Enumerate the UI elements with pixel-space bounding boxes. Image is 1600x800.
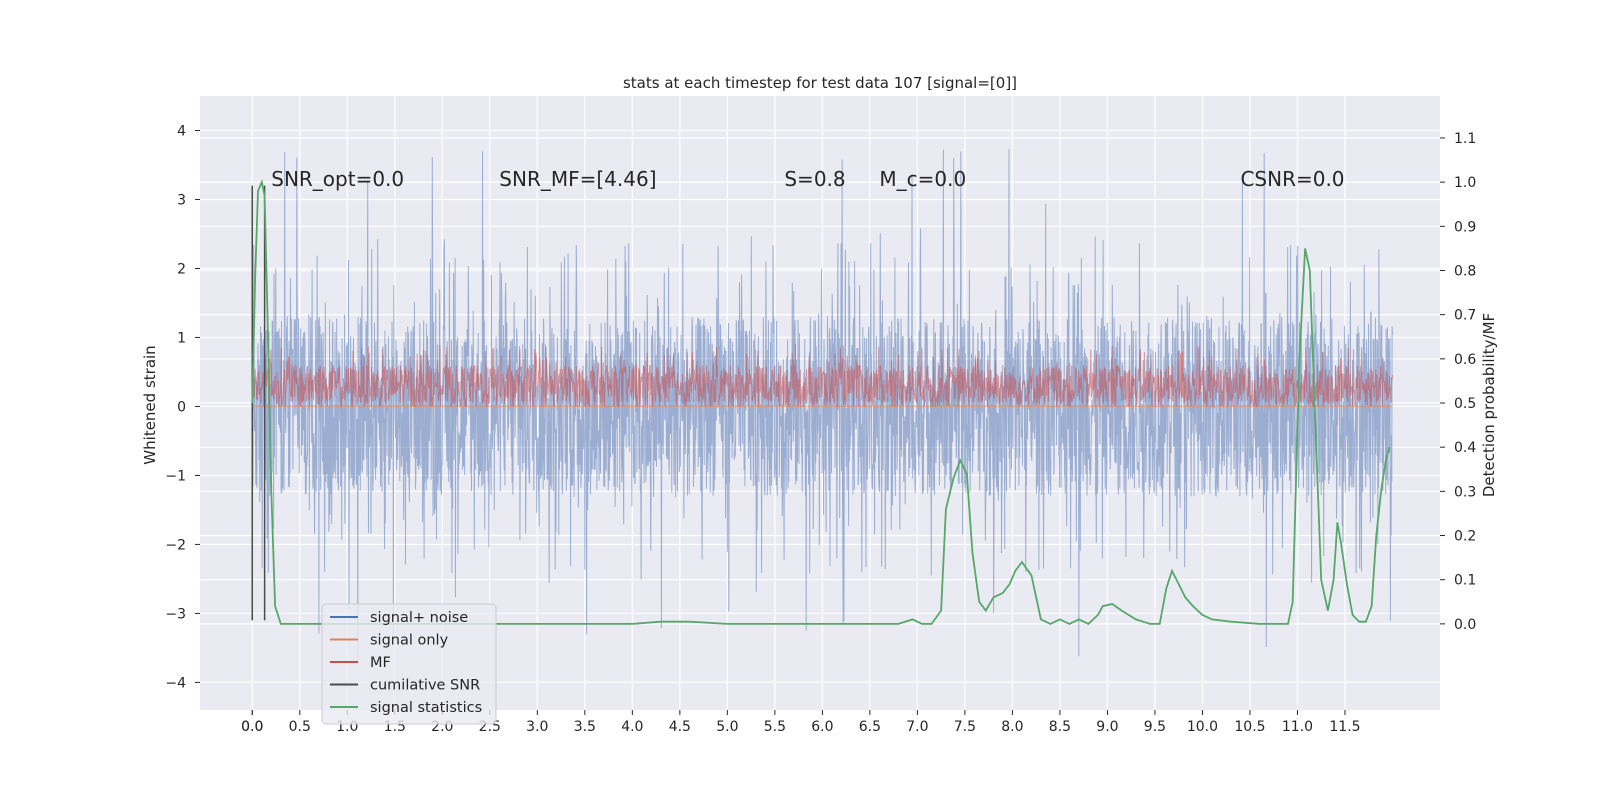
annotation: CSNR=0.0 [1240,167,1344,191]
y2-tick-label: 0.2 [1454,529,1476,545]
x-tick-label: 7.0 [906,719,928,735]
y2-tick-label: 0.8 [1454,263,1476,279]
y-tick-label: 2 [177,261,186,277]
annotations: SNR_opt=0.0 SNR_MF=[4.46] S=0.8 M_c=0.0 CSNR… [271,167,1344,191]
y-tick-label: 1 [177,330,186,346]
legend-label: cumilative SNR [370,678,480,694]
x-tick-label: 3.0 [526,719,548,735]
x-tick-label: 7.5 [954,719,976,735]
legend-label: MF [370,655,391,671]
x-tick-label: 3.5 [574,719,596,735]
x-tick-label: 9.5 [1144,719,1166,735]
y-tick-label: 0 [177,399,186,415]
x-tick-label: 0.5 [289,719,311,735]
y-tick-label: −1 [165,468,186,484]
y2-tick-label: 1.0 [1454,175,1476,191]
series-mf [251,343,1393,409]
x-tick-label: 0.0 [241,719,263,735]
y2-tick-label: 0.0 [1454,617,1476,633]
y-tick-label: −4 [165,675,186,691]
y2-tick-label: 0.1 [1454,573,1476,589]
x-tick-label: 8.5 [1049,719,1071,735]
chart-title: stats at each timestep for test data 107… [623,74,1017,92]
x-tick-label: 5.5 [764,719,786,735]
x-tick-label: 5.0 [716,719,738,735]
y-tick-label: −3 [165,606,186,622]
y2-tick-label: 0.3 [1454,484,1476,500]
x-tick-label: 9.0 [1096,719,1118,735]
y2-tick-label: 0.5 [1454,396,1476,412]
y-tick-label: 3 [177,192,186,208]
legend-box [321,603,497,725]
series-signal-noise [251,149,1393,665]
annotation: SNR_opt=0.0 [271,167,404,191]
x-tick-label: 0.0 [241,719,263,735]
x-tick-label: 10.5 [1234,719,1265,735]
legend-label: signal+ noise [370,610,468,626]
annotation: S=0.8 [784,167,845,191]
y2-tick-label: 0.9 [1454,219,1476,235]
series-signal-statistics [251,179,1391,625]
legend-label: signal statistics [370,700,482,716]
x-tick-label: 6.5 [859,719,881,735]
x-tick-label: 4.0 [621,719,643,735]
y2-tick-label: 1.1 [1454,131,1476,147]
y2-tick-label: 0.6 [1454,352,1476,368]
x-tick-label: 11.0 [1282,719,1313,735]
series-layer [251,149,1393,665]
annotation: SNR_MF=[4.46] [499,167,656,191]
x-tick-label: 6.0 [811,719,833,735]
y-axis-label: Whitened strain [141,345,159,464]
y2-tick-label: 0.7 [1454,308,1476,324]
y2-tick-label: 0.4 [1454,440,1476,456]
legend: signal+ noise signal only MF cumilative SNR… [321,603,497,725]
legend-label: signal only [370,633,449,649]
x-tick-label: 8.0 [1001,719,1023,735]
x-tick-label: 10.0 [1187,719,1218,735]
x-tick-label: 4.5 [669,719,691,735]
annotation: M_c=0.0 [879,167,966,191]
x-tick-label: 11.5 [1329,719,1360,735]
y2-axis-label: Detection probability/MF [1480,313,1498,497]
y-tick-label: 4 [177,123,186,139]
y-tick-label: −2 [165,537,186,553]
